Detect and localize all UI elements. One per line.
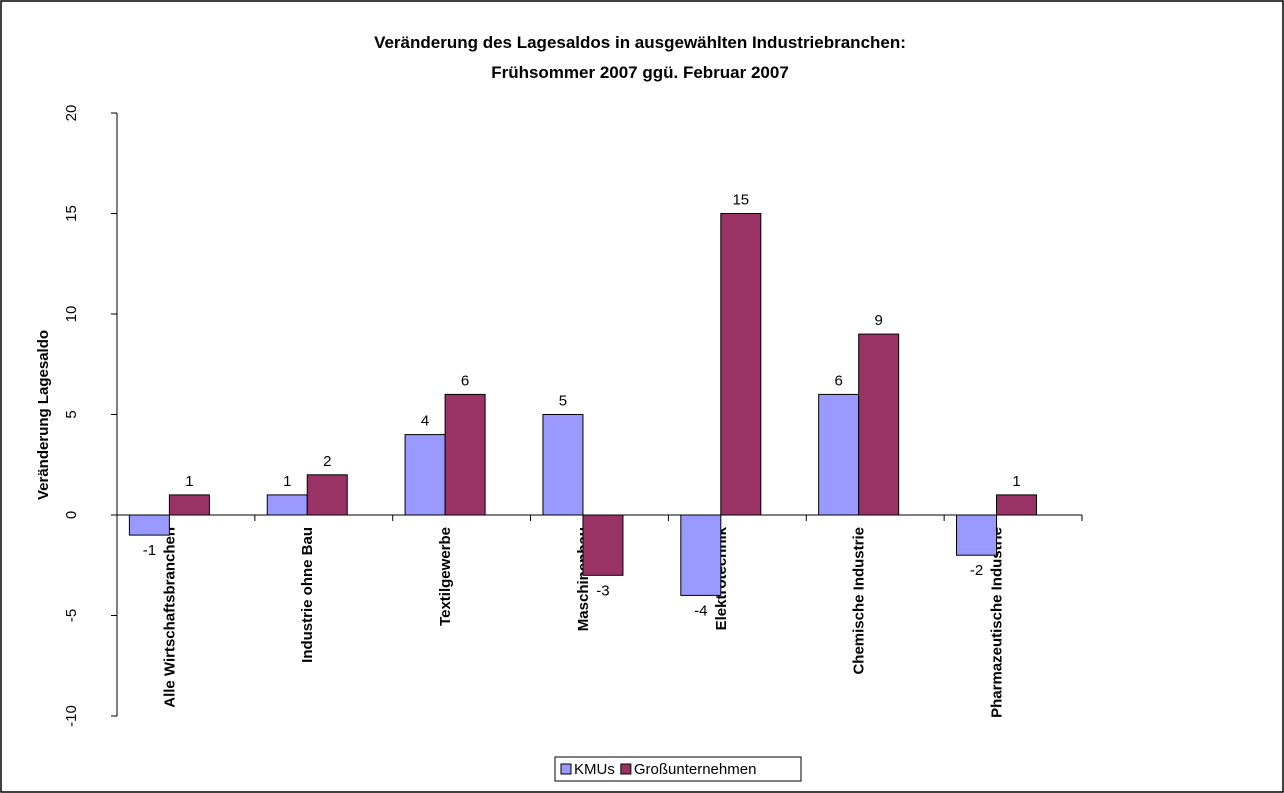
chart-subtitle: Frühsommer 2007 ggü. Februar 2007	[491, 63, 789, 82]
data-label: 1	[1012, 473, 1020, 490]
data-label: -4	[694, 602, 707, 619]
data-label: 2	[323, 453, 331, 470]
bar	[582, 514, 624, 576]
bar	[858, 333, 900, 516]
y-tick-label: -10	[63, 705, 80, 727]
x-tick-label: Industrie ohne Bau	[299, 527, 316, 663]
data-label: -2	[970, 562, 983, 579]
chart-title: Veränderung des Lagesaldos in ausgewählt…	[374, 33, 906, 52]
legend-label: Großunternehmen	[634, 761, 757, 778]
bar	[956, 514, 998, 556]
bar	[996, 494, 1038, 516]
bar	[720, 213, 762, 516]
bar	[168, 494, 210, 516]
bar	[404, 434, 446, 516]
legend-label: KMUs	[574, 761, 615, 778]
bar	[444, 393, 486, 516]
legend-swatch	[620, 763, 632, 775]
bar	[306, 474, 348, 516]
x-tick-label: Pharmazeutische Industrie	[989, 527, 1006, 718]
y-axis-label: Veränderung Lagesaldo	[35, 330, 52, 500]
x-tick-label: Textilgewerbe	[437, 527, 454, 626]
data-label: -3	[596, 582, 609, 599]
bar	[542, 414, 584, 516]
y-tick-label: -5	[63, 609, 80, 622]
y-tick-label: 5	[63, 410, 80, 418]
bar	[266, 494, 308, 516]
data-label: 6	[834, 372, 842, 389]
legend-box	[554, 756, 802, 782]
y-tick-label: 10	[63, 306, 80, 323]
data-label: 9	[874, 312, 882, 329]
bar	[680, 514, 722, 596]
y-tick-label: 20	[63, 105, 80, 122]
y-tick-label: 0	[63, 511, 80, 519]
data-label: 15	[732, 192, 749, 209]
data-label: -1	[143, 542, 156, 559]
bar	[818, 393, 860, 516]
data-label: 1	[185, 473, 193, 490]
y-tick-label: 15	[63, 205, 80, 222]
legend-swatch	[560, 763, 572, 775]
data-label: 6	[461, 372, 469, 389]
x-tick-label: Chemische Industrie	[851, 527, 868, 675]
data-label: 5	[559, 393, 567, 410]
x-tick-label: Alle Wirtschaftsbranchen	[161, 527, 178, 708]
data-label: 1	[283, 473, 291, 490]
bar	[128, 514, 170, 536]
data-label: 4	[421, 413, 429, 430]
